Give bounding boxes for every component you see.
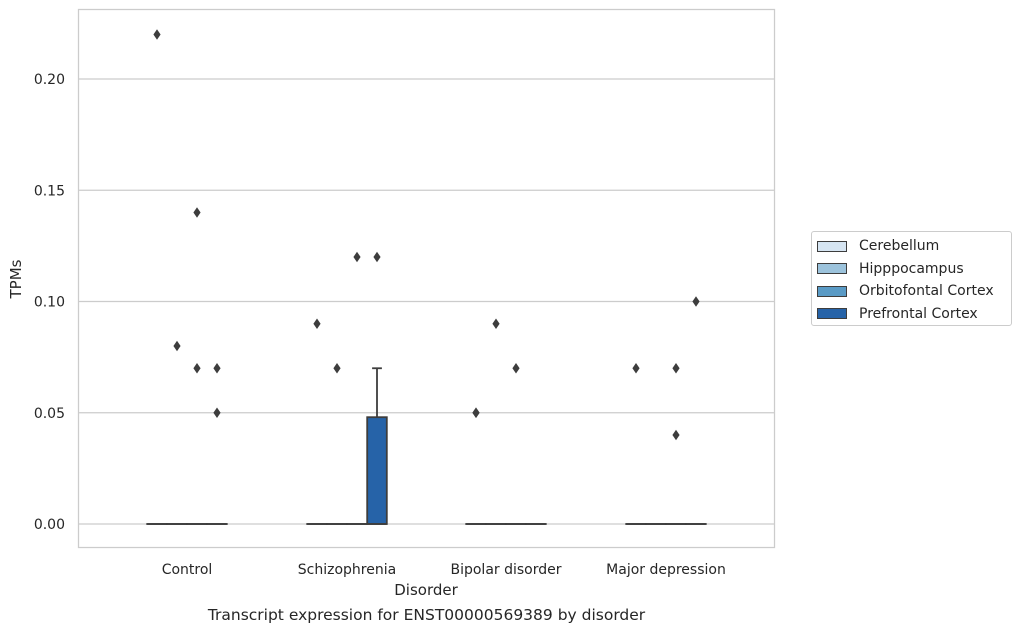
x-tick-label: Schizophrenia bbox=[298, 562, 396, 578]
box-groups bbox=[146, 29, 707, 525]
box-cerebellum-schizophrenia bbox=[306, 318, 328, 525]
y-tick-label: 0.20 bbox=[34, 72, 65, 88]
outlier-point bbox=[672, 363, 680, 374]
box-hipppocampus-bipolar-disorder bbox=[485, 318, 507, 525]
x-tick-label: Control bbox=[162, 562, 213, 578]
legend-swatch bbox=[817, 308, 847, 320]
box-orbitofontal-cortex-schizophrenia bbox=[346, 251, 368, 525]
outlier-point bbox=[492, 318, 500, 329]
outlier-point bbox=[632, 363, 640, 374]
outlier-point bbox=[373, 251, 381, 263]
outlier-point bbox=[353, 251, 361, 263]
legend-item-hippocampus: Hipppocampus bbox=[817, 258, 1011, 281]
box-prefrontal-cortex-schizophrenia bbox=[366, 251, 388, 525]
x-tick-label: Bipolar disorder bbox=[450, 562, 561, 578]
legend-swatch bbox=[817, 263, 847, 275]
outlier-point bbox=[193, 363, 201, 374]
plot-frame bbox=[77, 8, 776, 549]
y-tick-label: 0.05 bbox=[34, 406, 65, 422]
x-tick-labels: Control Schizophrenia Bipolar disorder Majo… bbox=[162, 562, 726, 578]
legend-swatch bbox=[817, 285, 847, 297]
y-tick-label: 0.15 bbox=[34, 183, 65, 199]
y-tick-label: 0.00 bbox=[34, 517, 65, 533]
box-orbitofontal-cortex-control bbox=[186, 207, 208, 525]
outlier-point bbox=[153, 29, 161, 40]
legend: Cerebellum Hipppocampus Orbitofontal Cor… bbox=[811, 231, 1012, 326]
y-tick-label: 0.10 bbox=[34, 295, 65, 311]
outlier-point bbox=[213, 363, 221, 374]
legend-item-orbitofrontal-cortex: Orbitofontal Cortex bbox=[817, 280, 1011, 303]
outlier-point bbox=[692, 296, 700, 307]
legend-item-cerebellum: Cerebellum bbox=[817, 235, 1011, 258]
outlier-point bbox=[173, 340, 181, 352]
outlier-point bbox=[333, 363, 341, 374]
box-prefrontal-cortex-control bbox=[206, 363, 228, 525]
box-hipppocampus-schizophrenia bbox=[326, 363, 348, 525]
x-tick-label: Major depression bbox=[606, 562, 726, 578]
gridlines bbox=[79, 78, 775, 525]
legend-swatch bbox=[817, 240, 847, 252]
x-axis-label: Disorder bbox=[394, 581, 458, 599]
box-prefrontal-cortex-major-depression bbox=[685, 296, 707, 525]
chart-title: Transcript expression for ENST0000056938… bbox=[207, 606, 646, 624]
outlier-point bbox=[512, 363, 520, 374]
box-hipppocampus-control bbox=[166, 340, 188, 525]
legend-label: Hipppocampus bbox=[859, 260, 964, 277]
outlier-point bbox=[213, 407, 221, 418]
box-cerebellum-control bbox=[146, 29, 168, 525]
outlier-point bbox=[313, 318, 321, 329]
legend-label: Prefrontal Cortex bbox=[859, 305, 978, 322]
box-cerebellum-major-depression bbox=[625, 363, 647, 525]
outlier-point bbox=[672, 429, 680, 441]
legend-label: Orbitofontal Cortex bbox=[859, 283, 994, 300]
legend-label: Cerebellum bbox=[859, 238, 940, 255]
box-orbitofontal-cortex-major-depression bbox=[665, 363, 687, 525]
legend-item-prefrontal-cortex: Prefrontal Cortex bbox=[817, 303, 1011, 326]
box-body bbox=[366, 416, 388, 525]
box-orbitofontal-cortex-bipolar-disorder bbox=[505, 363, 527, 525]
box-cerebellum-bipolar-disorder bbox=[465, 407, 487, 525]
outlier-point bbox=[472, 407, 480, 418]
y-tick-labels: 0.00 0.05 0.10 0.15 0.20 bbox=[34, 72, 65, 533]
outlier-point bbox=[193, 207, 201, 218]
y-axis-label: TPMs bbox=[7, 259, 25, 299]
